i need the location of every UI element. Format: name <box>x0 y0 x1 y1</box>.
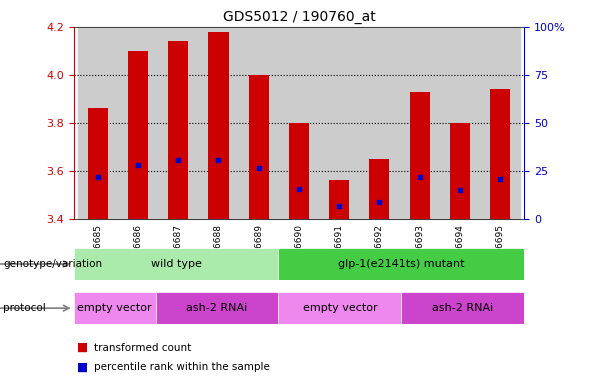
Bar <box>480 27 520 219</box>
Text: empty vector: empty vector <box>303 303 377 313</box>
Bar <box>155 292 279 324</box>
Text: protocol: protocol <box>3 303 46 313</box>
Bar <box>279 27 319 219</box>
Bar <box>209 32 229 219</box>
Bar <box>88 109 108 219</box>
Bar <box>249 75 269 219</box>
Text: glp-1(e2141ts) mutant: glp-1(e2141ts) mutant <box>338 259 465 269</box>
Bar <box>490 89 510 219</box>
Text: ash-2 RNAi: ash-2 RNAi <box>186 303 247 313</box>
Bar <box>74 248 279 280</box>
Title: GDS5012 / 190760_at: GDS5012 / 190760_at <box>223 10 375 25</box>
Bar <box>279 248 524 280</box>
Text: transformed count: transformed count <box>94 343 191 353</box>
Bar <box>401 292 524 324</box>
Bar <box>450 123 470 219</box>
Bar <box>118 27 158 219</box>
Text: genotype/variation: genotype/variation <box>3 259 102 269</box>
Bar <box>329 180 349 219</box>
Text: empty vector: empty vector <box>77 303 152 313</box>
Bar <box>359 27 399 219</box>
Text: percentile rank within the sample: percentile rank within the sample <box>94 362 270 372</box>
Bar <box>279 292 401 324</box>
Bar <box>78 27 118 219</box>
Bar <box>128 51 148 219</box>
Bar <box>158 27 198 219</box>
Text: ash-2 RNAi: ash-2 RNAi <box>432 303 494 313</box>
Bar <box>239 27 279 219</box>
Bar <box>319 27 359 219</box>
Bar <box>369 159 389 219</box>
Text: ■: ■ <box>77 341 88 354</box>
Text: ■: ■ <box>77 361 88 374</box>
Bar <box>399 27 440 219</box>
Text: wild type: wild type <box>151 259 201 269</box>
Bar <box>409 92 429 219</box>
Bar <box>74 292 155 324</box>
Bar <box>289 123 309 219</box>
Bar <box>440 27 480 219</box>
Bar <box>198 27 239 219</box>
Bar <box>168 41 188 219</box>
